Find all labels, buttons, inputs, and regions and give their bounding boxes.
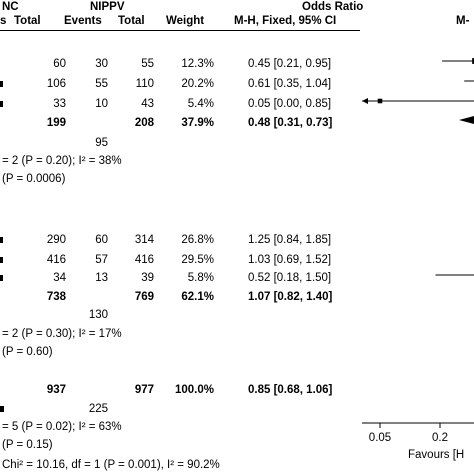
tick-label: 0.2 [432,432,448,444]
weight-cell: 5.4% [187,98,214,110]
total-events: 95 [95,137,108,149]
total1-cell: 60 [53,58,66,70]
subtotal-ci: 1.07 [0.82, 1.40] [248,291,333,303]
point-estimate [377,98,383,104]
subtotal-weight: 37.9% [181,117,214,129]
weight-cell: 29.5% [181,254,214,266]
overall-heterogeneity: = 5 (P = 0.02); I² = 63% [2,421,122,433]
ci-arrow [362,98,368,104]
subtotal-diamond [458,116,474,124]
weight-cell: 26.8% [181,234,214,246]
events2-cell: 30 [95,58,108,70]
overall-total1: 937 [46,384,66,396]
events2-cell: 57 [95,254,108,266]
overall-total-events: 225 [88,403,108,415]
ci-cell: 0.05 [0.00, 0.85] [248,98,332,110]
total1-cell: 416 [46,254,66,266]
ci-cell: 1.25 [0.84, 1.85] [248,234,332,246]
subtotal-total1: 738 [46,291,66,303]
total2-cell: 43 [141,98,154,110]
subtotal-total1: 199 [46,117,66,129]
subtotal-ci: 0.48 [0.31, 0.73] [248,117,333,129]
weight-cell: 20.2% [181,78,214,90]
events2-cell: 60 [95,234,108,246]
total1-cell: 33 [53,98,66,110]
cropped-label-fragment [0,406,4,412]
overall-ci: 0.85 [0.68, 1.06] [248,384,333,396]
ci-cell: 1.03 [0.69, 1.52] [248,254,332,266]
point-estimate [472,58,474,64]
overall-effect-test: (P = 0.15) [2,439,53,451]
ci-cell: 0.45 [0.21, 0.95] [248,58,332,70]
total2-cell: 314 [134,234,154,246]
col-weight-header: Weight [166,15,205,27]
total2-cell: 416 [134,254,154,266]
col-events2-header: Events [64,15,102,27]
overall-effect-text: (P = 0.0006) [2,173,66,185]
subgroup-differences-test: Chi² = 10.16, df = 1 (P = 0.001), I² = 9… [2,459,220,471]
heterogeneity-text: = 2 (P = 0.30); I² = 17% [2,328,122,340]
total-events: 130 [88,309,108,321]
tick-label: 0.05 [369,432,391,444]
events2-cell: 55 [95,78,108,90]
total1-cell: 34 [53,272,66,284]
group2-header: NIPPV [90,1,125,13]
cropped-label-fragment [0,81,3,87]
odds-ratio-title-right: M- [456,15,470,27]
cropped-label-fragment [0,275,3,281]
cropped-label-fragment [0,237,3,243]
header-rule [0,30,360,31]
ci-cell: 0.52 [0.18, 1.50] [248,272,332,284]
total2-cell: 110 [135,78,154,90]
events2-cell: 10 [95,98,108,110]
weight-cell: 5.8% [187,272,214,284]
events2-cell: 13 [95,272,108,284]
total2-cell: 39 [141,272,154,284]
overall-total2: 977 [134,384,154,396]
odds-ratio-title: Odds Ratio [302,1,364,13]
total1-cell: 106 [46,78,66,90]
cropped-label-fragment [0,101,3,107]
col-total1-header: Total [14,15,41,27]
favours-label: Favours [H [408,449,464,461]
weight-cell: 12.3% [181,58,214,70]
col-total2-header: Total [118,15,145,27]
cropped-label-fragment [0,257,3,263]
overall-effect-text: (P = 0.60) [2,346,53,358]
heterogeneity-text: = 2 (P = 0.20); I² = 38% [2,155,122,167]
subtotal-total2: 208 [134,117,154,129]
forest-plot-marks [362,58,474,428]
overall-weight: 100.0% [174,384,214,396]
total1-cell: 290 [46,234,66,246]
total2-cell: 55 [141,58,154,70]
col-events1-header: s [0,15,7,27]
group1-header: NC [2,1,19,13]
ci-cell: 0.61 [0.35, 1.04] [248,78,332,90]
col-method-header: M-H, Fixed, 95% CI [234,15,337,27]
subtotal-weight: 62.1% [181,291,214,303]
subtotal-total2: 769 [134,291,154,303]
